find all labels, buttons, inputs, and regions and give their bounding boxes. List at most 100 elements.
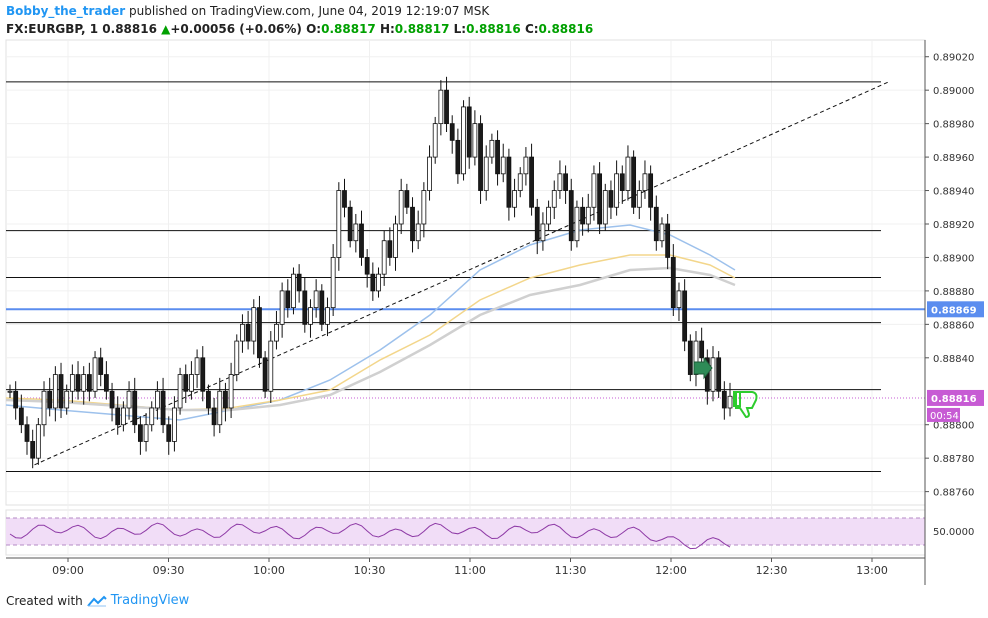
candle-body: [240, 323, 245, 342]
candle-body: [500, 156, 506, 175]
candle-body: [52, 374, 58, 409]
candle-body: [619, 173, 625, 191]
candle-body: [98, 357, 104, 375]
candle-body: [211, 407, 217, 426]
candle-body: [682, 290, 688, 342]
candle-body: [478, 123, 483, 191]
candle-body: [483, 156, 489, 191]
candle-body: [534, 206, 540, 242]
candle-body: [455, 139, 461, 175]
blue-level-tag-bg: [927, 301, 984, 318]
candle-body: [398, 190, 404, 225]
rsi-level-label: 50.0000: [933, 527, 974, 538]
candle-body: [183, 374, 189, 392]
candle-body: [274, 323, 279, 342]
candle-body: [716, 357, 722, 392]
candle-body: [132, 390, 138, 426]
open-value: 0.88817: [321, 22, 376, 36]
candle-body: [120, 407, 126, 426]
high-label: H:: [379, 22, 395, 36]
candle-body: [710, 357, 716, 392]
low-label: L:: [453, 22, 467, 36]
candle-body: [653, 206, 659, 242]
close-value: 0.88816: [538, 22, 594, 36]
candle-body: [557, 173, 563, 191]
candle-body: [47, 390, 53, 409]
candle-body: [18, 407, 24, 426]
candle-body: [568, 190, 574, 242]
candle-body: [189, 374, 194, 392]
candle-body: [687, 340, 693, 375]
candle-body: [676, 290, 682, 309]
candle-body: [636, 190, 642, 208]
candle-body: [251, 307, 257, 342]
candle-body: [319, 290, 325, 325]
candle-body: [410, 206, 415, 242]
candle-body: [86, 374, 92, 392]
candle-body: [155, 390, 160, 409]
candle-body: [160, 390, 166, 426]
price-tag: 0.88816: [931, 394, 977, 405]
open-label: O:: [306, 22, 322, 36]
candle-body: [172, 407, 177, 442]
candle-body: [529, 156, 534, 208]
candle-body: [546, 206, 551, 225]
candle-body: [574, 206, 580, 242]
candle-body: [523, 156, 529, 175]
footer: Created with TradingView: [6, 593, 189, 608]
author-name[interactable]: Bobby_the_trader: [6, 4, 126, 18]
y-tick-label: 0.89020: [933, 53, 974, 64]
last-price: 0.88816: [102, 22, 157, 36]
tradingview-brand-link[interactable]: TradingView: [110, 593, 190, 608]
thumbs-down-cuff-icon[interactable]: [733, 391, 741, 407]
symbol-label: FX:EURGBP, 1: [6, 22, 99, 36]
candle-body: [699, 340, 705, 359]
x-tick-label: 10:30: [354, 564, 386, 577]
candle-body: [268, 340, 274, 392]
high-value: 0.88817: [394, 22, 450, 36]
candle-body: [517, 173, 523, 191]
candle-body: [347, 206, 353, 242]
candle-body: [126, 390, 132, 409]
candle-body: [7, 390, 13, 393]
y-tick-label: 0.88960: [933, 153, 974, 164]
y-tick-label: 0.88900: [933, 253, 974, 264]
candle-body: [58, 374, 64, 409]
candle-body: [137, 424, 143, 442]
candle-body: [551, 190, 557, 208]
y-tick-label: 0.88880: [933, 287, 974, 298]
candle-body: [115, 407, 121, 426]
thumbs-down-icon[interactable]: [735, 391, 758, 419]
candle-body: [330, 257, 336, 309]
candle-body: [665, 223, 671, 258]
candle-body: [444, 89, 449, 125]
candle-body: [24, 424, 30, 442]
candle-body: [217, 390, 223, 426]
tradingview-logo-icon: [87, 595, 107, 607]
rsi-line: [9, 522, 731, 550]
low-value: 0.88816: [466, 22, 521, 36]
candle-body: [291, 273, 296, 309]
candle-body: [143, 424, 149, 442]
candle-body: [415, 223, 421, 242]
candle-body: [353, 223, 359, 242]
candle-body: [313, 290, 319, 309]
candle-body: [591, 173, 597, 208]
arrow-right-icon[interactable]: [693, 356, 713, 380]
candle-body: [472, 123, 478, 158]
candle-body: [279, 290, 285, 325]
candle-body: [257, 307, 262, 359]
y-tick-label: 0.88840: [933, 354, 974, 365]
candle-body: [103, 374, 109, 392]
y-tick-label: 0.88800: [933, 421, 974, 432]
candle-body: [489, 139, 495, 158]
candle-body: [206, 390, 211, 409]
candle-body: [495, 139, 500, 175]
y-tick-label: 0.88980: [933, 120, 974, 131]
created-with-text: Created with: [6, 593, 83, 608]
trendline[interactable]: [34, 81, 889, 466]
candle-body: [466, 106, 472, 158]
candle-body: [625, 156, 631, 191]
candle-body: [194, 357, 200, 375]
